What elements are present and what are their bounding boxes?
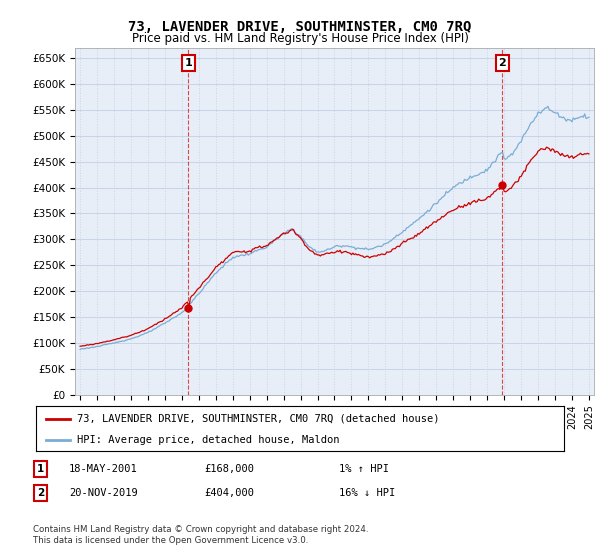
Text: Price paid vs. HM Land Registry's House Price Index (HPI): Price paid vs. HM Land Registry's House … [131, 32, 469, 45]
Text: 73, LAVENDER DRIVE, SOUTHMINSTER, CM0 7RQ (detached house): 73, LAVENDER DRIVE, SOUTHMINSTER, CM0 7R… [77, 413, 440, 423]
Text: 2: 2 [37, 488, 44, 498]
Text: 20-NOV-2019: 20-NOV-2019 [69, 488, 138, 498]
Text: 18-MAY-2001: 18-MAY-2001 [69, 464, 138, 474]
Text: 16% ↓ HPI: 16% ↓ HPI [339, 488, 395, 498]
Text: HPI: Average price, detached house, Maldon: HPI: Average price, detached house, Mald… [77, 435, 340, 445]
Text: £168,000: £168,000 [204, 464, 254, 474]
Text: £404,000: £404,000 [204, 488, 254, 498]
Text: 1: 1 [184, 58, 192, 68]
Text: 1: 1 [37, 464, 44, 474]
Text: 1% ↑ HPI: 1% ↑ HPI [339, 464, 389, 474]
Text: 2: 2 [499, 58, 506, 68]
Text: 73, LAVENDER DRIVE, SOUTHMINSTER, CM0 7RQ: 73, LAVENDER DRIVE, SOUTHMINSTER, CM0 7R… [128, 20, 472, 34]
Text: Contains HM Land Registry data © Crown copyright and database right 2024.
This d: Contains HM Land Registry data © Crown c… [33, 525, 368, 545]
